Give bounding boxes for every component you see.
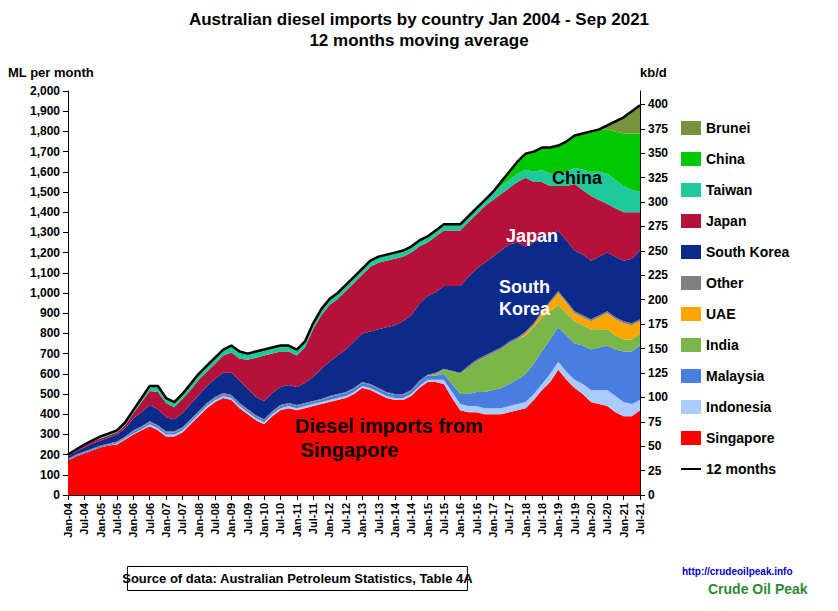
svg-text:900: 900 <box>40 306 60 320</box>
svg-text:Jul-20: Jul-20 <box>601 503 613 535</box>
svg-text:UAE: UAE <box>706 306 736 322</box>
svg-text:Jul-04: Jul-04 <box>78 502 90 535</box>
svg-text:Jan-15: Jan-15 <box>422 503 434 538</box>
svg-text:1,300: 1,300 <box>30 225 60 239</box>
svg-text:Diesel imports from: Diesel imports from <box>295 415 483 437</box>
svg-text:50: 50 <box>648 439 662 453</box>
svg-text:Jul-16: Jul-16 <box>471 503 483 535</box>
svg-text:Japan: Japan <box>706 213 746 229</box>
svg-text:Jan-11: Jan-11 <box>291 503 303 537</box>
svg-text:Jan-06: Jan-06 <box>127 503 139 538</box>
svg-text:Brunei: Brunei <box>706 120 750 136</box>
svg-text:Jul-10: Jul-10 <box>274 503 286 535</box>
svg-text:Taiwan: Taiwan <box>706 182 752 198</box>
svg-text:Jan-05: Jan-05 <box>95 503 107 538</box>
svg-text:Jul-09: Jul-09 <box>242 503 254 535</box>
svg-text:India: India <box>706 337 739 353</box>
svg-text:Jan-20: Jan-20 <box>585 503 597 538</box>
svg-text:Other: Other <box>706 275 744 291</box>
svg-text:Australian diesel imports by c: Australian diesel imports by country Jan… <box>189 10 649 29</box>
svg-text:Jul-21: Jul-21 <box>634 503 646 535</box>
svg-text:300: 300 <box>648 195 668 209</box>
svg-text:Jan-16: Jan-16 <box>454 503 466 538</box>
svg-text:Singapore: Singapore <box>706 430 775 446</box>
svg-text:125: 125 <box>648 366 668 380</box>
svg-text:400: 400 <box>40 407 60 421</box>
svg-text:500: 500 <box>40 387 60 401</box>
svg-text:700: 700 <box>40 347 60 361</box>
svg-text:Jul-05: Jul-05 <box>111 503 123 535</box>
svg-text:1,600: 1,600 <box>30 165 60 179</box>
svg-text:300: 300 <box>40 427 60 441</box>
svg-text:275: 275 <box>648 219 668 233</box>
svg-text:75: 75 <box>648 415 662 429</box>
svg-text:Japan: Japan <box>506 226 558 246</box>
svg-text:Jan-04: Jan-04 <box>62 502 74 538</box>
svg-text:100: 100 <box>648 390 668 404</box>
svg-text:1,800: 1,800 <box>30 124 60 138</box>
svg-text:175: 175 <box>648 317 668 331</box>
svg-text:1,000: 1,000 <box>30 286 60 300</box>
svg-text:Jan-21: Jan-21 <box>618 503 630 538</box>
svg-text:Jan-19: Jan-19 <box>552 503 564 538</box>
svg-text:Jan-09: Jan-09 <box>225 503 237 538</box>
svg-text:Jul-17: Jul-17 <box>503 503 515 535</box>
svg-text:Jan-12: Jan-12 <box>323 503 335 538</box>
svg-text:1,200: 1,200 <box>30 246 60 260</box>
svg-text:350: 350 <box>648 146 668 160</box>
svg-text:0: 0 <box>53 488 60 502</box>
svg-text:Jan-18: Jan-18 <box>520 503 532 538</box>
svg-text:kb/d: kb/d <box>640 65 667 80</box>
svg-text:800: 800 <box>40 326 60 340</box>
svg-text:600: 600 <box>40 367 60 381</box>
svg-text:South: South <box>499 277 555 297</box>
svg-text:Jul-08: Jul-08 <box>209 503 221 535</box>
svg-text:Source of data: Australian Pet: Source of data: Australian Petroleum Sta… <box>122 571 473 586</box>
svg-text:Jul-06: Jul-06 <box>144 503 156 535</box>
svg-text:1,500: 1,500 <box>30 185 60 199</box>
svg-text:ML per month: ML per month <box>8 65 94 80</box>
svg-text:Malaysia: Malaysia <box>706 368 765 384</box>
svg-text:0: 0 <box>648 488 655 502</box>
svg-text:375: 375 <box>648 122 668 136</box>
svg-text:Jul-14: Jul-14 <box>405 502 417 535</box>
svg-text:Jul-15: Jul-15 <box>438 503 450 535</box>
svg-text:25: 25 <box>648 464 662 478</box>
svg-text:Indonesia: Indonesia <box>706 399 772 415</box>
svg-text:Jul-13: Jul-13 <box>373 503 385 535</box>
svg-text:Jul-07: Jul-07 <box>176 503 188 535</box>
svg-text:Jan-14: Jan-14 <box>389 502 401 538</box>
svg-text:250: 250 <box>648 244 668 258</box>
svg-text:400: 400 <box>648 97 668 111</box>
svg-text:100: 100 <box>40 468 60 482</box>
svg-text:Jul-12: Jul-12 <box>340 503 352 535</box>
svg-text:China: China <box>706 151 745 167</box>
svg-text:Jul-19: Jul-19 <box>569 503 581 535</box>
svg-text:Jan-07: Jan-07 <box>160 503 172 538</box>
svg-text:Jan-10: Jan-10 <box>258 503 270 538</box>
svg-text:2,000: 2,000 <box>30 84 60 98</box>
svg-text:Jan-13: Jan-13 <box>356 503 368 538</box>
svg-text:200: 200 <box>40 448 60 462</box>
svg-text:http://crudeoilpeak.info: http://crudeoilpeak.info <box>682 566 793 577</box>
svg-text:1,400: 1,400 <box>30 205 60 219</box>
svg-text:12 months moving average: 12 months moving average <box>309 31 528 50</box>
svg-text:150: 150 <box>648 342 668 356</box>
svg-text:200: 200 <box>648 293 668 307</box>
svg-text:225: 225 <box>648 268 668 282</box>
svg-text:South Korea: South Korea <box>706 244 789 260</box>
svg-text:325: 325 <box>648 171 668 185</box>
svg-text:Singapore: Singapore <box>295 439 398 461</box>
svg-text:Crude Oil Peak: Crude Oil Peak <box>708 581 808 597</box>
svg-text:1,900: 1,900 <box>30 104 60 118</box>
svg-text:Korea: Korea <box>499 299 551 319</box>
svg-text:Jan-08: Jan-08 <box>193 503 205 538</box>
svg-text:Jan-17: Jan-17 <box>487 503 499 538</box>
svg-text:China: China <box>552 168 603 188</box>
svg-text:Jul-18: Jul-18 <box>536 503 548 535</box>
svg-text:1,100: 1,100 <box>30 266 60 280</box>
svg-text:Jul-11: Jul-11 <box>307 503 319 534</box>
svg-text:1,700: 1,700 <box>30 145 60 159</box>
svg-text:12 months: 12 months <box>706 461 776 477</box>
